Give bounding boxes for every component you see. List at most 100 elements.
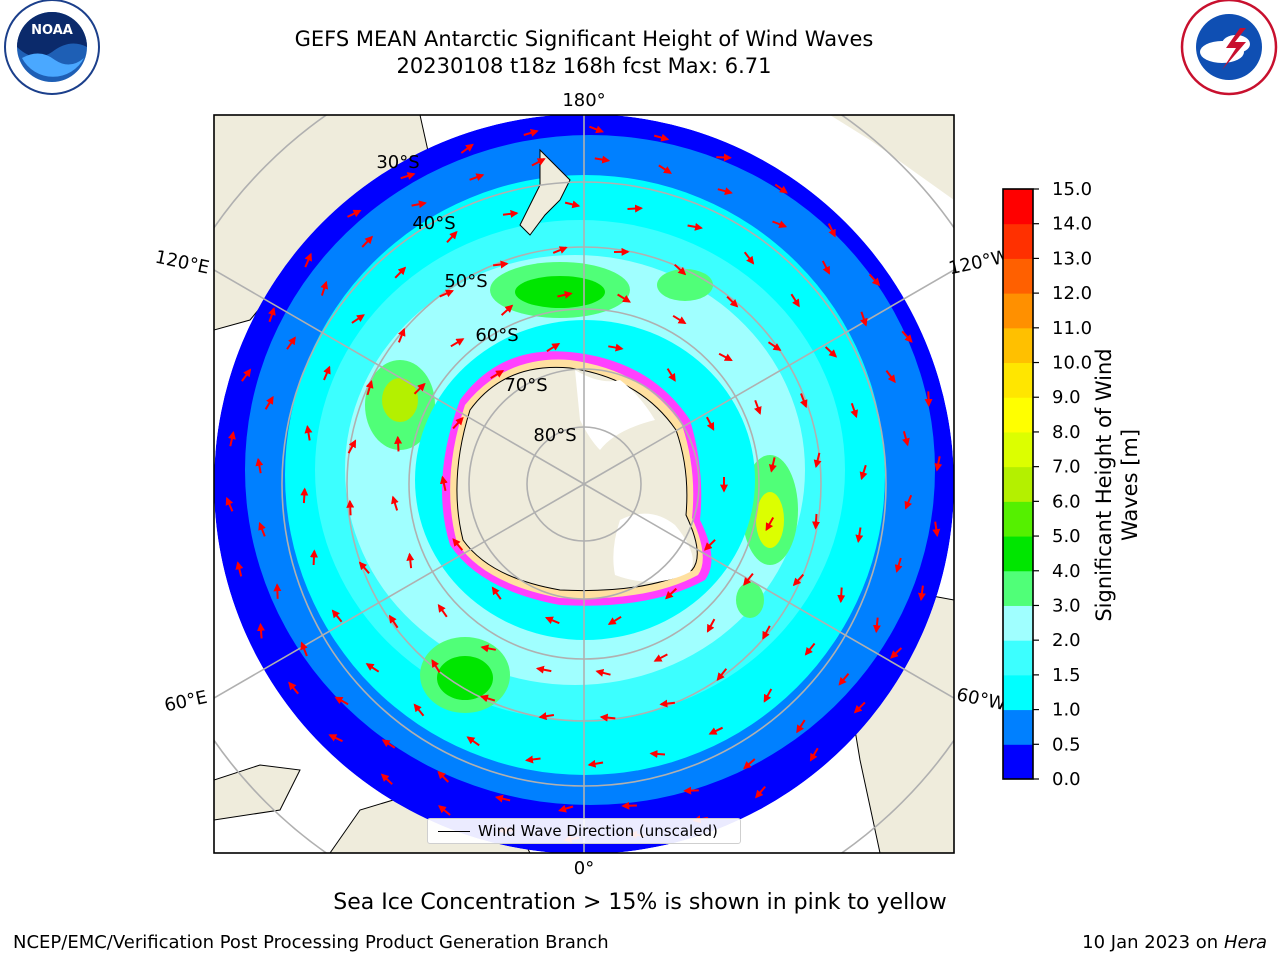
wind-wave-arrow (768, 457, 777, 473)
wind-wave-arrow (411, 200, 427, 209)
colorbar-segment (1003, 293, 1033, 329)
wind-wave-arrow (460, 143, 474, 154)
noaa-logo: NOAA (4, 0, 100, 95)
wind-wave-arrow (621, 801, 637, 810)
colorbar-tick-label: 9.0 (1052, 387, 1081, 408)
wind-wave-arrow (492, 260, 509, 269)
wind-wave-arrow (523, 129, 539, 137)
colorbar-segment (1003, 258, 1033, 294)
colorbar-tick-label: 14.0 (1052, 214, 1092, 235)
wind-wave-arrow (406, 552, 415, 569)
wind-wave-arrow (491, 586, 502, 600)
wind-wave-arrow (790, 293, 800, 308)
wind-wave-arrow (717, 187, 733, 196)
wind-wave-arrow (323, 365, 331, 381)
wind-wave-arrow (452, 416, 464, 430)
footer-date: 10 Jan 2023 on Hera (1082, 932, 1267, 953)
wind-wave-arrow (531, 158, 546, 167)
colorbar-tick-label: 10.0 (1052, 353, 1092, 374)
footer-credit: NCEP/EMC/Verification Post Processing Pr… (13, 932, 609, 953)
wind-wave-arrow (400, 172, 416, 180)
ross-ice-shelf (575, 370, 655, 450)
colorbar-tick-label: 8.0 (1052, 422, 1081, 443)
wind-wave-arrow (589, 125, 604, 134)
wind-wave-arrow (821, 260, 831, 275)
wind-wave-arrow (653, 133, 670, 142)
wind-wave-arrow (890, 647, 903, 659)
lat-label-70s: 70°S (504, 375, 547, 396)
wind-wave-arrow (358, 561, 370, 574)
wind-wave-arrow (607, 615, 622, 625)
wind-wave-arrow (241, 368, 252, 382)
wave-patch-north-core (515, 276, 605, 308)
colorbar-segment (1003, 640, 1033, 676)
wind-wave-arrow (617, 293, 631, 303)
wind-wave-arrow (708, 726, 724, 735)
wind-wave-arrow (772, 220, 788, 229)
latitude-labels: 30°S 40°S 50°S 60°S 70°S 80°S (376, 152, 576, 446)
colorbar-segment (1003, 223, 1033, 259)
wind-wave-arrow (258, 521, 266, 537)
wind-wave-arrow (564, 200, 581, 209)
wind-wave-arrow (659, 699, 676, 708)
wind-wave-arrow (658, 164, 672, 174)
colorbar-segment (1003, 362, 1033, 398)
colorbar-tick-label: 4.0 (1052, 561, 1081, 582)
colorbar-segment (1003, 674, 1033, 711)
colorbar-segment (1003, 709, 1033, 745)
wind-wave-arrow (331, 609, 343, 623)
colorbar-segment (1003, 570, 1033, 606)
wind-wave-arrow (264, 395, 274, 410)
map-frame (213, 114, 955, 854)
wind-wave-arrow (388, 614, 399, 629)
lon-label-120e: 120°E (153, 247, 211, 279)
wind-wave-arrow (286, 336, 296, 350)
wind-wave-arrow (450, 338, 465, 348)
wind-wave-arrow (934, 456, 943, 472)
wind-wave-arrow (809, 747, 819, 762)
wind-wave-arrow (480, 644, 496, 653)
lat-label-50s: 50°S (444, 271, 487, 292)
lon-label-60e: 60°E (163, 687, 210, 717)
wind-wave-arrow (894, 557, 903, 573)
wind-wave-arrow (538, 712, 555, 721)
colorbar-segment (1003, 189, 1033, 225)
legend-line-sample (438, 831, 470, 833)
wind-wave-arrow (535, 665, 552, 674)
wind-wave-arrow (300, 487, 309, 504)
wind-wave-arrow (762, 625, 771, 640)
wind-wave-arrow (469, 173, 485, 181)
wind-wave-arrow (838, 673, 850, 686)
meridian-60e (214, 483, 585, 699)
wind-wave-arrow (413, 703, 425, 717)
wind-wave-arrow (599, 713, 616, 722)
colorbar-segment (1003, 431, 1033, 468)
wind-wave-arrow (595, 668, 611, 677)
wind-wave-arrow (304, 425, 313, 441)
wind-wave-arrow (812, 513, 821, 530)
weddell-ice-shelf (613, 513, 693, 582)
wind-wave-arrow (608, 343, 624, 352)
wind-wave-arrow (924, 391, 933, 407)
wind-wave-arrow (228, 431, 236, 447)
meridian-120w (583, 269, 954, 485)
colorbar-tick-label: 3.0 (1052, 595, 1081, 616)
wind-wave-arrow (452, 538, 464, 551)
lat-label-80s: 80°S (533, 425, 576, 446)
wind-wave-arrow (813, 452, 822, 469)
colorbar-tick-label: 1.0 (1052, 700, 1081, 721)
wind-wave-arrow (804, 642, 816, 656)
wind-wave-arrow (439, 475, 448, 492)
wind-wave-arrow (309, 549, 318, 566)
wind-wave-arrow (594, 155, 611, 164)
wind-wave-arrow (860, 311, 868, 327)
wind-wave-arrow (346, 499, 355, 516)
noaa-logo-gull (17, 12, 87, 57)
wind-wave-arrow (726, 295, 739, 308)
wind-wave-arrow (257, 622, 265, 639)
wind-wave-arrow (706, 618, 716, 633)
colorbar-tick-label: 11.0 (1052, 318, 1092, 339)
lon-label-180: 180° (562, 90, 605, 111)
wind-wave-arrow (552, 246, 568, 254)
